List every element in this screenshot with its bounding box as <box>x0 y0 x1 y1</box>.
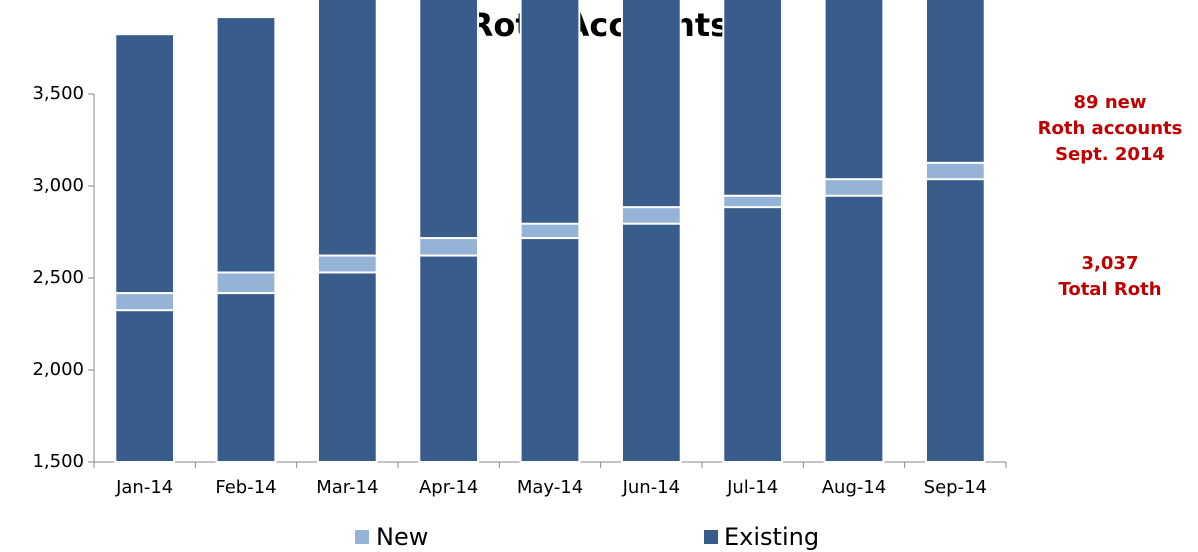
y-tick-label: 2,500 <box>32 267 84 288</box>
x-tick-label: Aug-14 <box>822 477 887 498</box>
bar-segment <box>316 254 378 274</box>
bar-segment <box>215 16 277 463</box>
legend-swatch <box>355 530 369 544</box>
annotation: 89 new <box>1074 92 1147 113</box>
x-tick-label: Jan-14 <box>115 477 173 498</box>
y-tick-label: 1,500 <box>32 451 84 472</box>
bar-segment <box>418 237 480 257</box>
bar-segment <box>823 178 885 197</box>
annotation: Sept. 2014 <box>1055 144 1165 165</box>
annotation: Roth accounts <box>1038 118 1183 139</box>
bar-segment <box>924 161 986 181</box>
legend-label: New <box>376 523 428 551</box>
bar-segment <box>316 0 378 463</box>
y-tick-label: 2,000 <box>32 359 84 380</box>
x-tick-label: May-14 <box>517 477 583 498</box>
annotation: Total Roth <box>1058 279 1161 300</box>
bar-segment <box>114 33 176 463</box>
annotation: 3,037 <box>1082 253 1139 274</box>
x-tick-label: Feb-14 <box>215 477 276 498</box>
chart-title: Roth Accounts <box>469 6 729 44</box>
bar-segment <box>418 0 480 463</box>
y-tick-label: 3,000 <box>32 175 84 196</box>
bar-segment <box>519 222 581 240</box>
y-tick-label: 3,500 <box>32 83 84 104</box>
bar-segment <box>722 0 784 464</box>
bar-segment <box>924 0 986 463</box>
legend-swatch <box>704 530 718 544</box>
x-tick-label: Apr-14 <box>419 477 478 498</box>
bar-segment <box>114 292 176 312</box>
legend-label: Existing <box>724 523 819 551</box>
x-tick-label: Sep-14 <box>924 477 987 498</box>
bar-segment <box>620 206 682 225</box>
x-tick-label: Jul-14 <box>726 477 778 498</box>
bar-segment <box>620 0 682 464</box>
bar-segment <box>823 0 885 463</box>
bar-segment <box>215 271 277 295</box>
x-tick-label: Mar-14 <box>316 477 378 498</box>
bar-segment <box>722 194 784 209</box>
x-tick-label: Jun-14 <box>622 477 681 498</box>
